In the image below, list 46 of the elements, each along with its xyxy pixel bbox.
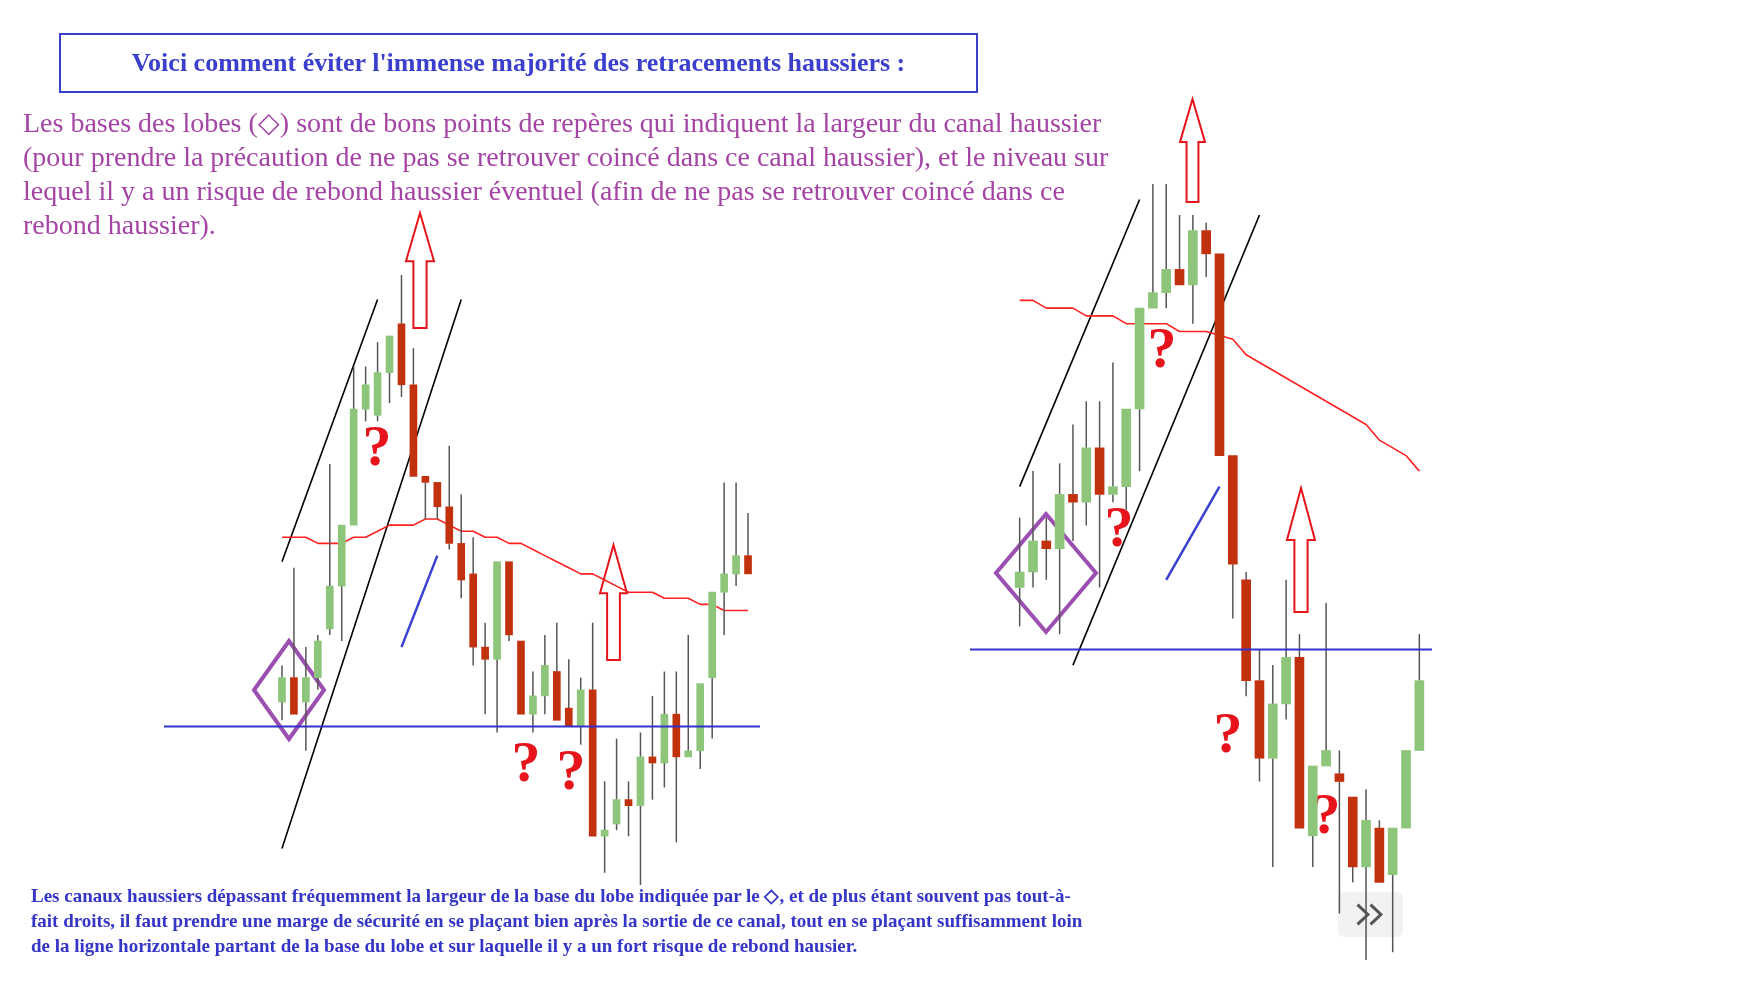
candlestick: [1241, 572, 1251, 697]
candlestick: [1121, 408, 1132, 510]
candlestick: [744, 512, 752, 575]
candlestick: [1108, 362, 1118, 503]
candlestick: [278, 665, 286, 721]
candlestick: [1148, 184, 1158, 309]
candlestick: [325, 464, 334, 635]
annotation: ?: [1147, 315, 1177, 380]
candlestick: [517, 640, 525, 715]
candlestick: [1307, 765, 1318, 867]
chart-subtitle: Les bases des lobes (◇) sont de bons points de repères qui indiquent la largeur du canal haussier (pour prendre la précaution de ne pas se retrouver coincé dans ce canal haussier), et le niveau sur lequel il y a un risque de rebond haussier éventuel (afin de ne pas se retrouver coincé dans ce rebond haussier).: [23, 106, 1110, 242]
candlestick: [302, 647, 310, 751]
candlestick: [553, 622, 561, 721]
candlestick: [1214, 253, 1225, 456]
candlestick: [493, 561, 501, 733]
candlestick: [1267, 665, 1278, 867]
candlestick: [290, 567, 298, 715]
candlestick: [1281, 579, 1291, 720]
candlestick: [1321, 603, 1331, 767]
chart-title: Voici comment éviter l'immense majorité des retracements haussiers :: [59, 33, 978, 93]
candlestick: [732, 482, 740, 587]
candlestick: [469, 537, 478, 666]
annotation: ?: [1213, 700, 1243, 765]
candlestick: [1361, 789, 1371, 960]
candlestick: [1201, 222, 1212, 278]
annotation: ?: [556, 737, 586, 802]
annotation: Les canaux haussiers dépassant fréquemment la largeur de la base du lobe indiquée par le ◇, et de plus étant souvent pas tout-à-fait droits, il faut prendre une marge de sécurité en se plaçant bien après la sortie de ce canal, tout en se plaçant suffisamment loin de la ligne horizontale partant de la base du lobe et sur laquelle il y a un fort risque de rebond hausier.: [31, 884, 1084, 958]
annotation: ?: [511, 729, 541, 794]
candlestick: [1227, 455, 1238, 619]
annotation: ?: [1104, 494, 1134, 559]
candlestick: [457, 494, 466, 599]
annotation: ?: [362, 413, 392, 478]
candlestick: [481, 622, 489, 715]
candlestick: [1068, 424, 1078, 541]
candlestick: [541, 634, 549, 715]
candlestick: [505, 561, 513, 641]
candlestick: [564, 659, 573, 727]
candlestick: [1161, 184, 1172, 309]
candlestick: [1401, 750, 1411, 829]
candlestick: [314, 634, 322, 690]
candlestick: [529, 671, 537, 733]
candlestick: [1188, 215, 1198, 324]
candlestick: [696, 683, 705, 770]
candlestick: [1028, 471, 1038, 588]
candlestick: [720, 482, 728, 635]
candlestick: [708, 591, 717, 739]
